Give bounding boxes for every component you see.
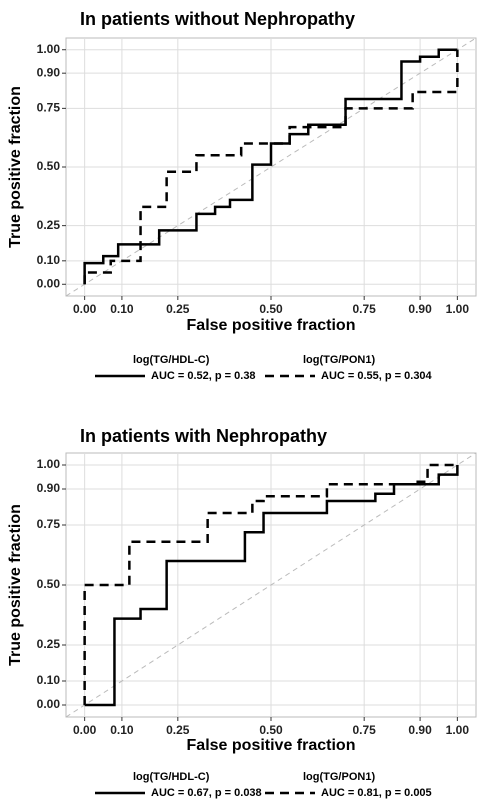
legend-label: log(TG/HDL-C) [133,354,210,366]
y-axis-title: True positive fraction [7,86,24,248]
y-tick-label: 0.90 [37,65,61,79]
x-axis-title: False positive fraction [187,317,356,334]
x-axis-title: False positive fraction [187,737,356,754]
y-tick-label: 0.25 [37,218,61,232]
y-tick-label: 0.50 [37,159,61,173]
y-tick-label: 0.75 [37,517,61,531]
x-tick-label: 0.90 [408,302,432,316]
legend-note: AUC = 0.52, p = 0.38 [151,370,256,382]
x-tick-label: 0.00 [73,723,97,737]
x-tick-label: 1.00 [446,723,470,737]
y-tick-label: 0.25 [37,637,61,651]
y-tick-label: 0.90 [37,481,61,495]
y-tick-label: 0.75 [37,101,61,115]
legend-label: log(TG/PON1) [303,354,375,366]
x-tick-label: 0.25 [166,302,190,316]
y-tick-label: 0.10 [37,253,61,267]
x-tick-label: 0.90 [408,723,432,737]
x-tick-label: 0.10 [110,302,134,316]
y-tick-label: 0.00 [37,697,61,711]
roc-curve [83,49,459,285]
y-axis-title: True positive fraction [7,504,24,666]
x-tick-label: 0.10 [110,723,134,737]
x-tick-label: 0.00 [73,302,97,316]
x-tick-label: 0.75 [353,302,377,316]
chart-title: In patients with Nephropathy [80,426,327,446]
x-tick-label: 0.75 [353,723,377,737]
legend-label: log(TG/PON1) [303,771,375,783]
legend-label: log(TG/HDL-C) [133,771,210,783]
y-tick-label: 0.50 [37,577,61,591]
y-tick-label: 0.00 [37,276,61,290]
legend-note: AUC = 0.67, p = 0.038 [151,787,262,799]
roc-curve [84,465,459,707]
legend-note: AUC = 0.55, p = 0.304 [321,370,433,382]
y-tick-label: 0.10 [37,673,61,687]
chart-title: In patients without Nephropathy [80,9,355,29]
x-tick-label: 1.00 [446,302,470,316]
x-tick-label: 0.25 [166,723,190,737]
x-tick-label: 0.50 [259,723,283,737]
roc-curve [83,48,458,285]
y-tick-label: 1.00 [37,457,61,471]
roc-curve [83,463,458,705]
x-tick-label: 0.50 [259,302,283,316]
reference-diagonal [65,452,477,718]
legend-note: AUC = 0.81, p = 0.005 [321,787,432,799]
y-tick-label: 1.00 [37,42,61,56]
